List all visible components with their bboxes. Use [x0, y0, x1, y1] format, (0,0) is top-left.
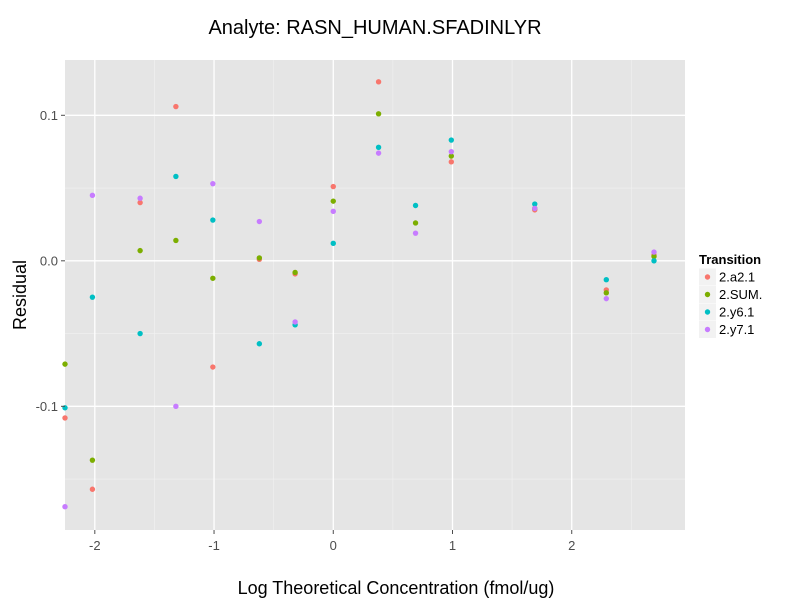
x-tick-label: 1: [449, 538, 456, 553]
x-axis-label: Log Theoretical Concentration (fmol/ug): [238, 578, 555, 598]
y-tick-label: 0.0: [40, 253, 58, 268]
point-2-y7-1: [532, 205, 538, 212]
point-2-y6-1: [375, 144, 382, 151]
y-tick-label: 0.1: [40, 108, 58, 123]
point-2-a2-1: [173, 103, 179, 110]
point-2-a2-1: [137, 199, 143, 206]
point-2-y6-1: [210, 217, 216, 223]
point-2-a2-1: [89, 486, 96, 492]
point-2-sum: [62, 361, 68, 367]
point-2-a2-1: [210, 364, 216, 370]
point-2-y6-1: [330, 240, 336, 247]
legend: Transition 2.a2.1 2.SUM. 2.y6.1 2.y7.1: [699, 252, 762, 338]
point-2-y7-1: [256, 218, 263, 225]
chart-title: Analyte: RASN_HUMAN.SFADINLYR: [208, 17, 541, 39]
point-2-a2-1: [448, 159, 455, 165]
plot-panel: [65, 60, 685, 530]
point-2-y6-1: [256, 341, 263, 347]
legend-label-2-sum: 2.SUM.: [719, 287, 762, 302]
point-2-y7-1: [292, 319, 298, 325]
point-2-sum: [412, 220, 419, 226]
point-2-y7-1: [62, 504, 68, 510]
point-2-a2-1: [62, 415, 68, 421]
point-2-y7-1: [375, 150, 382, 156]
point-2-y7-1: [210, 180, 216, 187]
point-2-sum: [256, 255, 263, 261]
point-2-y7-1: [412, 230, 419, 236]
point-2-y6-1: [412, 202, 419, 209]
point-2-sum: [89, 457, 96, 463]
point-2-y7-1: [448, 148, 455, 155]
point-2-y7-1: [603, 295, 610, 302]
point-2-sum: [137, 247, 143, 254]
point-2-sum: [651, 253, 657, 260]
point-2-y7-1: [651, 249, 657, 255]
point-2-y6-1: [651, 258, 657, 264]
y-tick-label: -0.1: [36, 399, 58, 414]
point-2-y6-1: [603, 277, 610, 283]
legend-label-2-y7-1: 2.y7.1: [719, 322, 754, 337]
point-2-y7-1: [330, 208, 336, 215]
axes: -2 -1 0 1 2 -0.1 0.0 0.1: [36, 108, 576, 553]
point-2-sum: [330, 198, 336, 204]
point-2-sum: [603, 290, 610, 296]
x-tick-label: 2: [568, 538, 575, 553]
point-2-y6-1: [448, 137, 455, 143]
point-2-sum: [210, 275, 216, 281]
point-2-a2-1: [330, 183, 336, 190]
data-points: [62, 79, 657, 510]
point-2-sum: [173, 237, 179, 244]
y-axis-label: Residual: [10, 260, 30, 330]
x-tick-label: -2: [89, 538, 101, 553]
legend-key-2-a2-1: [704, 274, 711, 280]
point-2-sum: [448, 153, 455, 159]
point-2-sum: [375, 111, 382, 117]
point-2-y7-1: [137, 195, 143, 201]
legend-key-2-sum: [704, 291, 711, 298]
point-2-y7-1: [173, 403, 179, 410]
point-2-y6-1: [173, 173, 179, 180]
point-2-y6-1: [89, 294, 96, 300]
legend-label-2-y6-1: 2.y6.1: [719, 305, 754, 320]
point-2-sum: [292, 269, 298, 276]
legend-title: Transition: [699, 252, 761, 267]
point-2-y6-1: [532, 201, 538, 207]
legend-label-2-a2-1: 2.a2.1: [719, 270, 755, 285]
x-tick-label: -1: [208, 538, 220, 553]
x-tick-label: 0: [330, 538, 337, 553]
legend-key-2-y7-1: [704, 326, 711, 333]
point-2-y7-1: [89, 192, 96, 199]
point-2-a2-1: [375, 79, 382, 85]
point-2-y6-1: [137, 330, 143, 337]
legend-key-2-y6-1: [704, 309, 711, 315]
